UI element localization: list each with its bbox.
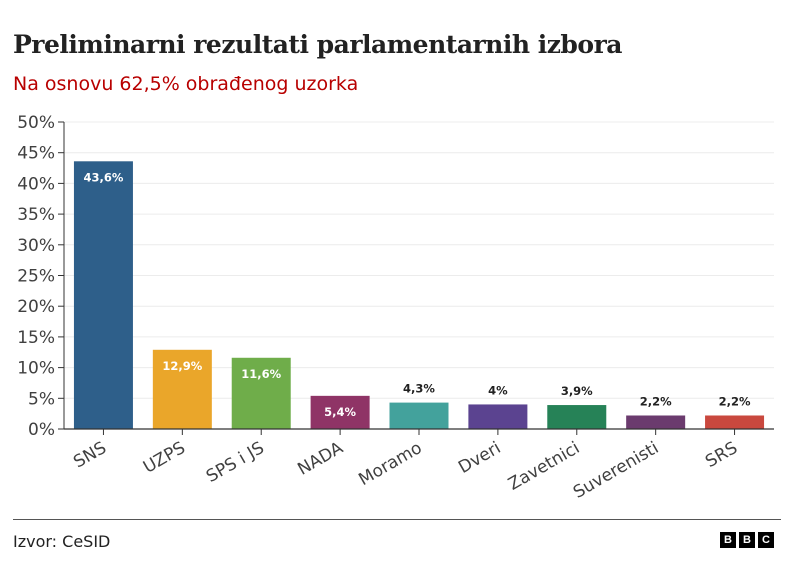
chart-subtitle: Na osnovu 62,5% obrađenog uzorka	[13, 73, 359, 95]
data-label: 43,6%	[83, 170, 123, 184]
data-label: 4%	[488, 383, 508, 397]
y-tick-label: 20%	[17, 297, 55, 317]
bbc-logo-letter: B	[720, 532, 736, 548]
bar-srs	[705, 415, 765, 429]
y-tick-label: 35%	[17, 205, 55, 225]
x-tick-label: Dveri	[455, 438, 504, 478]
bbc-logo: B B C	[720, 532, 774, 548]
y-tick-label: 10%	[17, 359, 55, 379]
data-label: 2,2%	[640, 394, 672, 408]
bar-suverenisti	[626, 415, 686, 429]
y-tick-label: 40%	[17, 174, 55, 194]
bar-sns	[73, 161, 133, 429]
y-tick-label: 45%	[17, 144, 55, 164]
data-label: 5,4%	[324, 405, 356, 419]
x-tick-label: Suverenisti	[570, 438, 662, 503]
bar-nada	[310, 395, 370, 429]
data-label: 4,3%	[403, 382, 435, 396]
y-tick-label: 0%	[28, 420, 55, 440]
data-label: 12,9%	[162, 359, 202, 373]
y-tick-label: 25%	[17, 267, 55, 287]
y-tick-label: 15%	[17, 328, 55, 348]
y-tick-label: 50%	[17, 113, 55, 133]
x-tick-label: NADA	[294, 438, 347, 480]
x-tick-label: SPS i JS	[203, 438, 268, 487]
x-tick-label: SRS	[702, 438, 741, 472]
chart-title: Preliminarni rezultati parlamentarnih iz…	[13, 30, 622, 59]
y-tick-label: 5%	[28, 389, 55, 409]
bar-zavetnici	[547, 405, 607, 429]
x-tick-label: UZPS	[140, 438, 189, 478]
bar-moramo	[389, 402, 449, 429]
bar-dveri	[468, 404, 528, 429]
data-label: 11,6%	[241, 367, 281, 381]
bar-chart: 0% 5% 10% 15% 20% 25% 30% 35% 40% 45% 50% 43,6% SNS 1…	[17, 113, 774, 503]
data-label: 3,9%	[561, 384, 593, 398]
footer-divider	[13, 519, 781, 520]
x-tick-label: Moramo	[355, 438, 425, 490]
bbc-logo-letter: C	[758, 532, 774, 548]
data-label: 2,2%	[719, 394, 751, 408]
bar-sps-i-js	[231, 357, 291, 429]
bar-uzps	[152, 349, 212, 429]
x-tick-label: SNS	[70, 438, 110, 472]
bbc-logo-letter: B	[739, 532, 755, 548]
y-tick-label: 30%	[17, 236, 55, 256]
source-text: Izvor: CeSID	[13, 532, 111, 551]
